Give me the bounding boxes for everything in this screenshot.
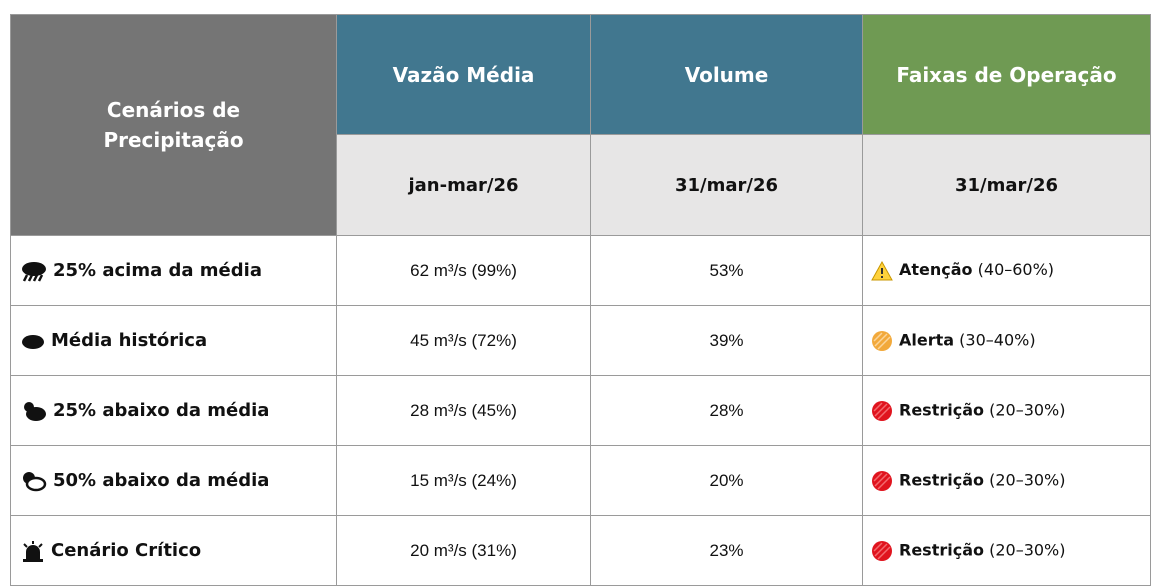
band-cell: Atenção (40–60%): [862, 235, 1151, 306]
band-icon: [871, 400, 899, 421]
flow-cell: 15 m³/s (24%): [336, 445, 591, 516]
scenario-text: Cenário Crítico: [51, 539, 202, 561]
scenario-icon: [21, 260, 53, 282]
scenario-icon: [21, 470, 53, 491]
band-icon: [871, 540, 899, 561]
volume-cell: 23%: [590, 515, 863, 586]
scenario-cell: Cenário Crítico: [10, 515, 337, 586]
data-row: Cenário Crítico 20 m³/s (31%) 23% Restrição…: [10, 515, 1151, 586]
band-label: Alerta: [899, 330, 955, 349]
bands-date: 31/mar/26: [862, 134, 1151, 236]
volume-cell: 53%: [590, 235, 863, 306]
band-icon: [871, 260, 899, 281]
subheader-row: jan-mar/26 31/mar/26 31/mar/26: [11, 134, 1151, 236]
scenario-table: Cenários de Precipitação Vazão Média Vol…: [10, 14, 1151, 586]
scenario-text: 50% abaixo da média: [53, 469, 270, 491]
header-text: Cenários de Precipitação: [103, 98, 244, 152]
band-cell: Alerta (30–40%): [862, 305, 1151, 376]
scenario-cell: 25% abaixo da média: [10, 375, 337, 446]
band-range: (20–30%): [989, 540, 1066, 559]
flow-cell: 28 m³/s (45%): [336, 375, 591, 446]
band-label: Atenção: [899, 260, 973, 280]
band-label: Restrição: [899, 400, 984, 419]
band-icon: [871, 470, 899, 491]
header-bands: Faixas de Operação: [862, 14, 1151, 135]
flow-cell: 20 m³/s (31%): [336, 515, 591, 586]
band-range: (40–60%): [977, 260, 1055, 280]
flow-cell: 45 m³/s (72%): [336, 305, 591, 376]
data-row: 25% acima da média 62 m³/s (99%) 53% Atençã…: [10, 235, 1151, 306]
volume-cell: 28%: [590, 375, 863, 446]
band-range: (30–40%): [959, 330, 1036, 349]
volume-date: 31/mar/26: [590, 134, 863, 236]
band-cell: Restrição (20–30%): [862, 375, 1151, 446]
band-range: (20–30%): [989, 470, 1066, 489]
scenario-text: 25% acima da média: [53, 259, 262, 281]
header-scenario: Cenários de Precipitação: [10, 14, 337, 236]
header-flow: Vazão Média: [336, 14, 591, 135]
flow-period: jan-mar/26: [336, 134, 591, 236]
scenario-icon: [21, 330, 51, 351]
volume-cell: 39%: [590, 305, 863, 376]
data-row: 25% abaixo da média 28 m³/s (45%) 28% Restr…: [10, 375, 1151, 446]
data-row: 50% abaixo da média 15 m³/s (24%) 20% Restr…: [10, 445, 1151, 516]
volume-cell: 20%: [590, 445, 863, 516]
flow-cell: 62 m³/s (99%): [336, 235, 591, 306]
band-label: Restrição: [899, 540, 984, 559]
band-cell: Restrição (20–30%): [862, 445, 1151, 516]
band-label: Restrição: [899, 470, 984, 489]
header-row: Cenários de Precipitação Vazão Média Vol…: [10, 14, 1151, 236]
scenario-icon: [21, 540, 51, 562]
scenario-cell: Média histórica: [10, 305, 337, 376]
header-volume: Volume: [590, 14, 863, 135]
scenario-icon: [21, 400, 53, 421]
band-icon: [871, 330, 899, 351]
band-cell: Restrição (20–30%): [862, 515, 1151, 586]
scenario-cell: 50% abaixo da média: [10, 445, 337, 516]
data-row: Média histórica 45 m³/s (72%) 39% Alerta (3…: [10, 305, 1151, 376]
scenario-cell: 25% acima da média: [10, 235, 337, 306]
rows: 25% acima da média 62 m³/s (99%) 53% Atençã…: [10, 235, 1151, 586]
scenario-text: Média histórica: [51, 330, 208, 351]
band-range: (20–30%): [989, 400, 1066, 419]
scenario-text: 25% abaixo da média: [53, 399, 270, 421]
